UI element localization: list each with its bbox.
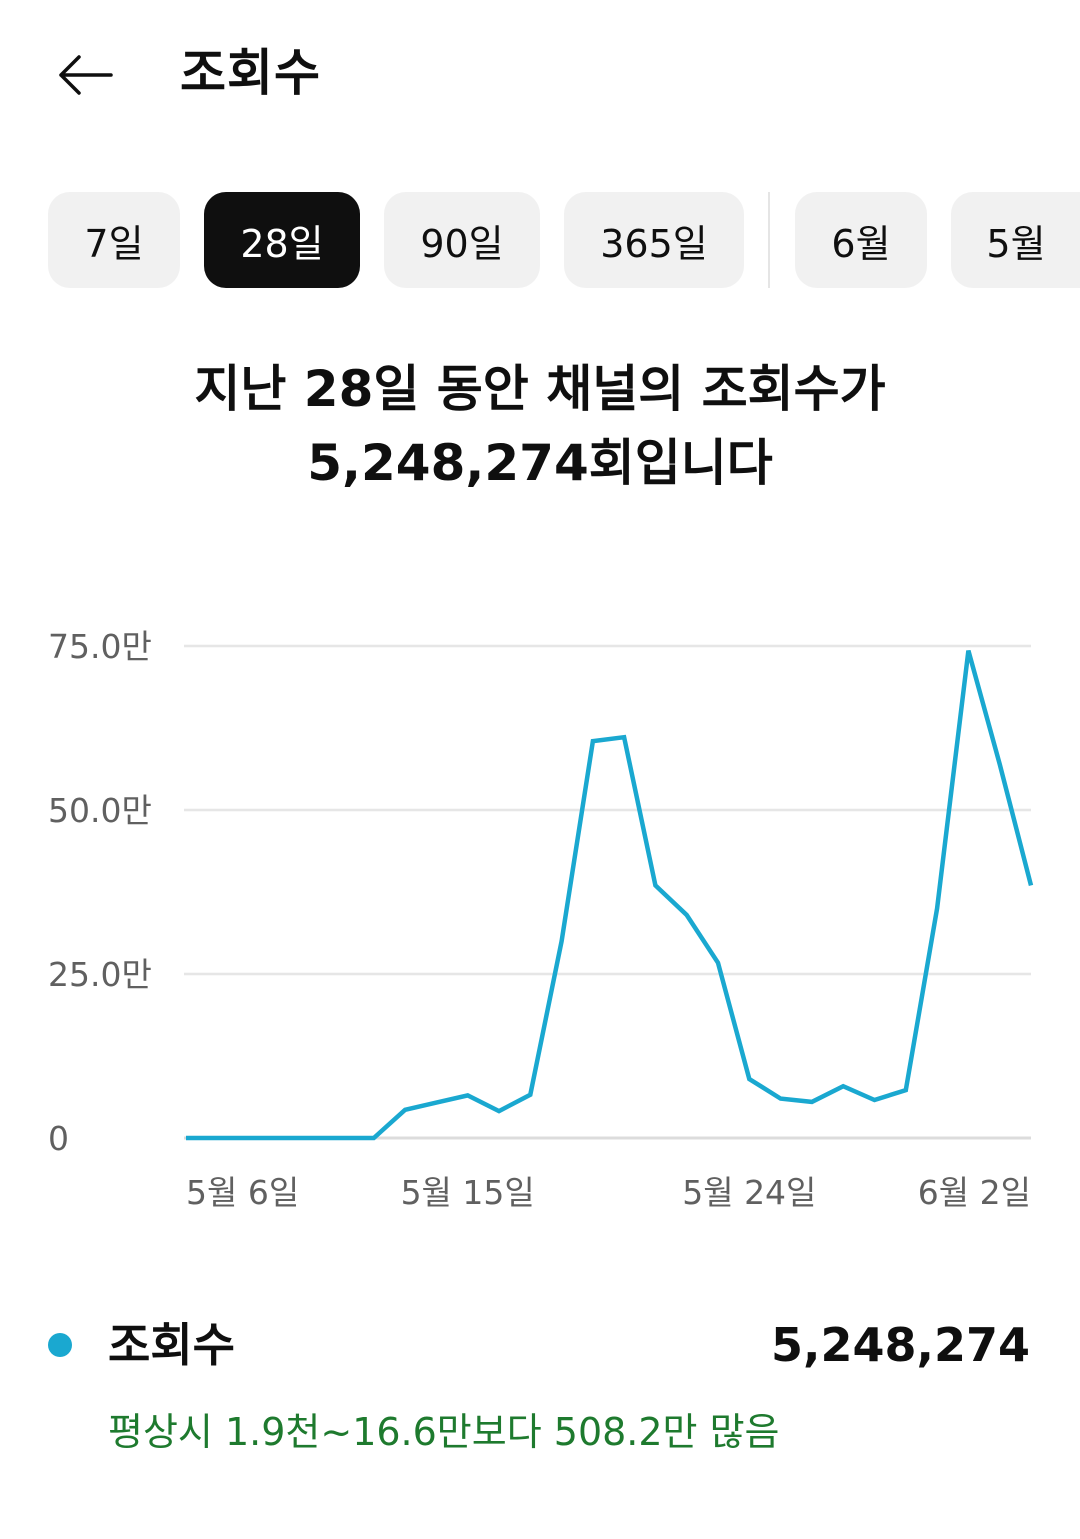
page-title: 조회수 <box>180 44 321 102</box>
chip-7-days[interactable]: 7일 <box>48 192 180 288</box>
chip-28-days[interactable]: 28일 <box>204 192 360 288</box>
typical-range-comparison: 평상시 1.9천~16.6만보다 508.2만 많음 <box>108 1410 780 1454</box>
back-button[interactable] <box>40 30 130 120</box>
chip-june[interactable]: 6월 <box>795 192 927 288</box>
headline-line-1: 지난 28일 동안 채널의 조회수가 <box>194 360 886 418</box>
top-app-bar: 조회수 <box>0 0 1080 150</box>
legend-label: 조회수 <box>108 1318 235 1372</box>
chip-divider <box>768 192 770 288</box>
period-filter-chips: 7일 28일 90일 365일 6월 5월 <box>0 192 1080 288</box>
legend-dot <box>48 1333 72 1357</box>
chip-may[interactable]: 5월 <box>951 192 1080 288</box>
chart-canvas: 0 25.0만 50.0만 75.0만 5월 6일 5월 15일 5월 24일 6월 2일 <box>48 627 1034 1212</box>
headline-line-2: 5,248,274회입니다 <box>307 434 773 492</box>
legend-total-value: 5,248,274 <box>771 1318 1030 1372</box>
y-tick-label: 25.0만 <box>48 955 152 994</box>
x-tick-label: 6월 2일 <box>918 1173 1031 1212</box>
views-line-chart: 0 25.0만 50.0만 75.0만 5월 6일 5월 15일 5월 24일 6월 2일 <box>0 600 1080 1240</box>
chip-365-days[interactable]: 365일 <box>564 192 744 288</box>
y-tick-label: 75.0만 <box>48 627 152 666</box>
arrow-left-icon <box>59 55 113 95</box>
y-tick-label: 50.0만 <box>48 791 152 830</box>
series-line-views <box>186 650 1034 1141</box>
y-tick-label: 0 <box>48 1119 69 1158</box>
views-summary-headline: 지난 28일 동안 채널의 조회수가 5,248,274회입니다 <box>0 352 1080 500</box>
x-tick-label: 5월 6일 <box>186 1173 299 1212</box>
x-tick-label: 5월 15일 <box>401 1173 535 1212</box>
x-tick-label: 5월 24일 <box>682 1173 816 1212</box>
chip-90-days[interactable]: 90일 <box>384 192 540 288</box>
